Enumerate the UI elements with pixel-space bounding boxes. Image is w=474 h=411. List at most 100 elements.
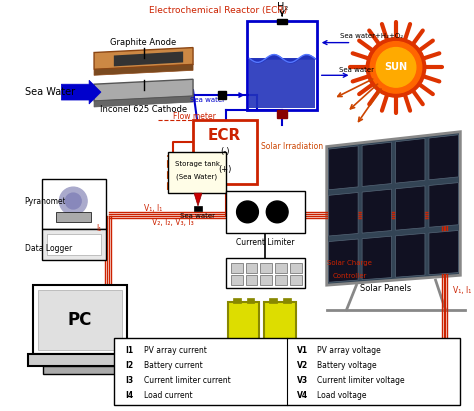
Text: Batteries: Batteries bbox=[245, 347, 280, 356]
Text: V4: V4 bbox=[297, 391, 308, 400]
Bar bbox=[168, 152, 226, 193]
Text: Current limiter voltage: Current limiter voltage bbox=[317, 376, 404, 385]
Text: Solar Irradiation: Solar Irradiation bbox=[261, 142, 323, 151]
Bar bbox=[42, 179, 106, 229]
Text: (Sea Water): (Sea Water) bbox=[176, 173, 218, 180]
Polygon shape bbox=[429, 182, 458, 227]
Polygon shape bbox=[94, 96, 193, 107]
Bar bbox=[231, 263, 243, 273]
Text: Electrochemical Reactor (ECR): Electrochemical Reactor (ECR) bbox=[149, 7, 287, 16]
Bar bbox=[114, 337, 460, 405]
Polygon shape bbox=[429, 231, 458, 275]
Bar bbox=[42, 229, 106, 261]
Text: Battery current: Battery current bbox=[144, 361, 202, 370]
Bar bbox=[194, 206, 202, 211]
Text: Sea water+H₂+O₂: Sea water+H₂+O₂ bbox=[340, 33, 403, 39]
Text: Inconel 625 Cathode: Inconel 625 Cathode bbox=[100, 106, 187, 114]
Text: Current Limiter: Current Limiter bbox=[236, 238, 294, 247]
Bar bbox=[226, 191, 305, 233]
Text: PV array current: PV array current bbox=[144, 346, 206, 355]
Text: Load voltage: Load voltage bbox=[317, 391, 366, 400]
Text: Load current: Load current bbox=[144, 391, 192, 400]
Circle shape bbox=[366, 38, 426, 97]
Circle shape bbox=[237, 201, 258, 223]
Text: Storage tank: Storage tank bbox=[174, 162, 219, 167]
Circle shape bbox=[376, 48, 416, 87]
Text: V1: V1 bbox=[297, 346, 308, 355]
Bar bbox=[226, 259, 305, 288]
Bar bbox=[249, 58, 315, 108]
Polygon shape bbox=[395, 186, 425, 230]
Circle shape bbox=[65, 193, 81, 209]
Bar bbox=[260, 275, 272, 285]
Circle shape bbox=[266, 201, 288, 223]
Bar bbox=[247, 21, 317, 110]
Text: PC: PC bbox=[67, 311, 91, 329]
Text: V₁, I₁: V₁, I₁ bbox=[454, 286, 472, 295]
Text: Sea water: Sea water bbox=[339, 67, 374, 73]
Polygon shape bbox=[429, 135, 458, 180]
Text: V₂, I₂, V₃, I₃: V₂, I₂, V₃, I₃ bbox=[152, 218, 194, 227]
Bar bbox=[277, 110, 287, 118]
Text: V3: V3 bbox=[297, 376, 308, 385]
Text: Sea water: Sea water bbox=[191, 97, 226, 103]
Text: Data Logger: Data Logger bbox=[25, 244, 72, 253]
Bar bbox=[193, 120, 257, 184]
Text: Graphite Anode: Graphite Anode bbox=[110, 38, 177, 47]
Polygon shape bbox=[395, 139, 425, 183]
Text: SUN: SUN bbox=[384, 62, 408, 72]
Bar bbox=[218, 91, 226, 99]
Bar bbox=[290, 263, 302, 273]
Circle shape bbox=[59, 187, 87, 215]
Polygon shape bbox=[328, 192, 358, 236]
Bar bbox=[43, 366, 117, 374]
Polygon shape bbox=[194, 193, 202, 206]
Polygon shape bbox=[395, 233, 425, 277]
Bar bbox=[269, 298, 277, 303]
Polygon shape bbox=[61, 80, 101, 104]
Bar bbox=[260, 263, 272, 273]
Text: I3: I3 bbox=[126, 376, 134, 385]
Bar bbox=[33, 285, 127, 354]
Text: I₁: I₁ bbox=[96, 224, 101, 233]
Bar bbox=[27, 354, 132, 366]
Bar bbox=[246, 298, 255, 303]
Polygon shape bbox=[114, 51, 183, 66]
Bar bbox=[37, 290, 122, 349]
Polygon shape bbox=[362, 189, 392, 233]
Text: ECR: ECR bbox=[208, 128, 241, 143]
Bar bbox=[290, 275, 302, 285]
Bar bbox=[264, 302, 296, 339]
Text: (-): (-) bbox=[220, 147, 229, 156]
Text: Solar Panels: Solar Panels bbox=[360, 284, 412, 293]
Bar bbox=[275, 275, 287, 285]
Bar bbox=[283, 298, 291, 303]
Text: V2: V2 bbox=[297, 361, 308, 370]
Text: H₂: H₂ bbox=[276, 2, 288, 12]
Bar bbox=[246, 275, 257, 285]
Text: Flow meter: Flow meter bbox=[173, 112, 216, 121]
Text: Pyranometer: Pyranometer bbox=[25, 196, 74, 206]
Bar bbox=[277, 19, 287, 24]
Bar bbox=[233, 298, 241, 303]
Polygon shape bbox=[327, 132, 460, 285]
Polygon shape bbox=[94, 79, 193, 101]
Bar bbox=[231, 275, 243, 285]
Polygon shape bbox=[362, 142, 392, 187]
Circle shape bbox=[370, 42, 422, 93]
Text: I1: I1 bbox=[126, 346, 134, 355]
Polygon shape bbox=[94, 65, 193, 75]
Polygon shape bbox=[328, 146, 358, 190]
Text: Current limiter current: Current limiter current bbox=[144, 376, 230, 385]
Text: Solar Charge: Solar Charge bbox=[327, 261, 372, 266]
Bar bbox=[56, 212, 91, 222]
Text: V₁, I₁: V₁, I₁ bbox=[144, 204, 163, 213]
Text: PV array voltage: PV array voltage bbox=[317, 346, 381, 355]
Polygon shape bbox=[328, 239, 358, 282]
Bar bbox=[46, 234, 101, 256]
Text: Sea Water: Sea Water bbox=[25, 87, 75, 97]
Text: (+): (+) bbox=[218, 165, 231, 174]
Text: Sea water: Sea water bbox=[181, 213, 216, 219]
Polygon shape bbox=[362, 236, 392, 280]
Text: Controller: Controller bbox=[332, 273, 367, 279]
